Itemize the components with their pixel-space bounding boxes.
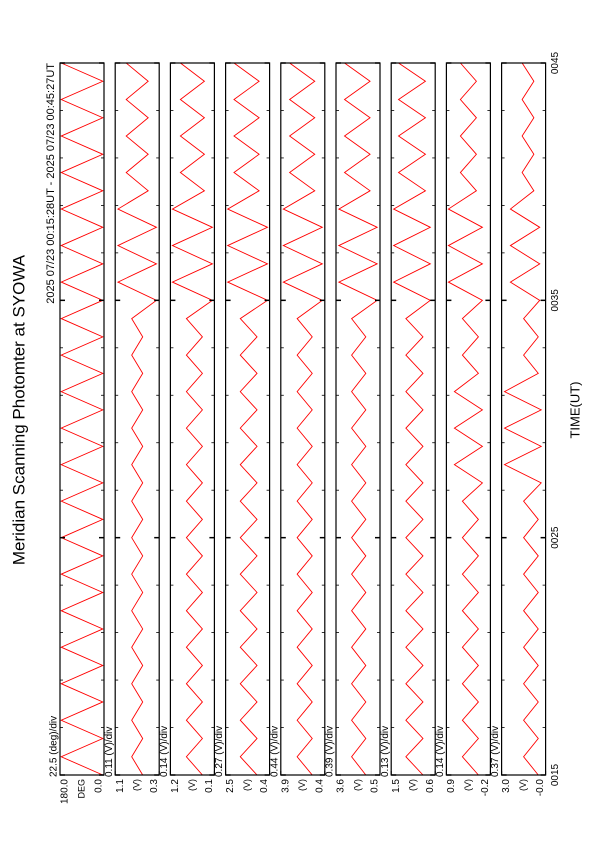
y-tick-label: 0.3 bbox=[149, 779, 160, 793]
x-axis-label: TIME(UT) bbox=[567, 381, 582, 438]
y-tick-label: -0.2 bbox=[480, 779, 491, 797]
panel-unit: (V) bbox=[408, 779, 418, 791]
panel-scale-label: 0.44 (V)/div bbox=[269, 726, 280, 777]
panel-frame bbox=[59, 62, 105, 776]
panel-unit: (V) bbox=[132, 779, 142, 791]
x-tick-label: 0025 bbox=[550, 526, 561, 549]
panel-frame bbox=[114, 62, 160, 776]
panel-unit: DEG bbox=[76, 779, 86, 799]
trace bbox=[392, 62, 432, 776]
panel-unit: (V) bbox=[242, 779, 252, 791]
panel-frame bbox=[390, 62, 436, 776]
panel-frame bbox=[501, 62, 547, 776]
trace bbox=[337, 62, 379, 776]
trace bbox=[60, 62, 104, 776]
y-tick-label: 0.5 bbox=[370, 779, 381, 793]
y-tick-label: 0.1 bbox=[204, 779, 215, 793]
chart-title: Meridian Scanning Photomter at SYOWA bbox=[9, 254, 28, 565]
panel-frame bbox=[280, 62, 326, 776]
panel-scale-label: 0.14 (V)/div bbox=[159, 726, 170, 777]
panel-frame bbox=[445, 62, 491, 776]
y-tick-label: 1.5 bbox=[391, 779, 402, 793]
y-tick-label: 0.4 bbox=[314, 779, 325, 793]
chart-subtitle: 2025 07/23 00:15:28UT - 2025 07/23 00:45… bbox=[45, 63, 57, 304]
panel-unit: (V) bbox=[518, 779, 528, 791]
trace bbox=[282, 62, 324, 776]
y-tick-label: 1.1 bbox=[115, 779, 126, 793]
trace bbox=[503, 62, 543, 776]
y-tick-label: 0.0 bbox=[94, 779, 105, 793]
panel-frame bbox=[225, 62, 271, 776]
y-tick-label: 0.4 bbox=[259, 779, 270, 793]
y-tick-label: 3.0 bbox=[501, 779, 512, 793]
trace bbox=[116, 62, 158, 776]
trace bbox=[226, 62, 269, 776]
y-tick-label: 2.5 bbox=[225, 779, 236, 793]
panel-frame bbox=[169, 62, 215, 776]
y-tick-label: 0.6 bbox=[425, 779, 436, 793]
y-tick-label: 1.2 bbox=[170, 779, 181, 793]
panel-unit: (V) bbox=[352, 779, 362, 791]
panel-frame bbox=[335, 62, 381, 776]
y-tick-label: 3.6 bbox=[336, 779, 347, 793]
x-tick-label: 0015 bbox=[550, 763, 561, 786]
y-tick-label: 3.9 bbox=[280, 779, 291, 793]
trace bbox=[447, 62, 484, 776]
panel-scale-label: 0.14 (V)/div bbox=[435, 726, 446, 777]
panel-scale-label: 22.5 (deg)/div bbox=[49, 716, 60, 777]
panel-scale-label: 0.39 (V)/div bbox=[325, 726, 336, 777]
panel-scale-label: 0.27 (V)/div bbox=[214, 726, 225, 777]
x-tick-label: 0035 bbox=[550, 289, 561, 312]
x-tick-label: 0045 bbox=[550, 51, 561, 74]
panel-unit: (V) bbox=[463, 779, 473, 791]
panel-scale-label: 0.11 (V)/div bbox=[104, 727, 115, 777]
panel-scale-label: 0.13 (V)/div bbox=[380, 726, 391, 777]
y-tick-label: 180.0 bbox=[60, 779, 71, 804]
panel-unit: (V) bbox=[187, 779, 197, 791]
trace bbox=[171, 62, 214, 776]
panel-unit: (V) bbox=[297, 779, 307, 791]
y-tick-label: -0.0 bbox=[535, 779, 546, 797]
panel-scale-label: 0.37 (V)/div bbox=[490, 726, 501, 777]
y-tick-label: 0.9 bbox=[446, 779, 457, 793]
